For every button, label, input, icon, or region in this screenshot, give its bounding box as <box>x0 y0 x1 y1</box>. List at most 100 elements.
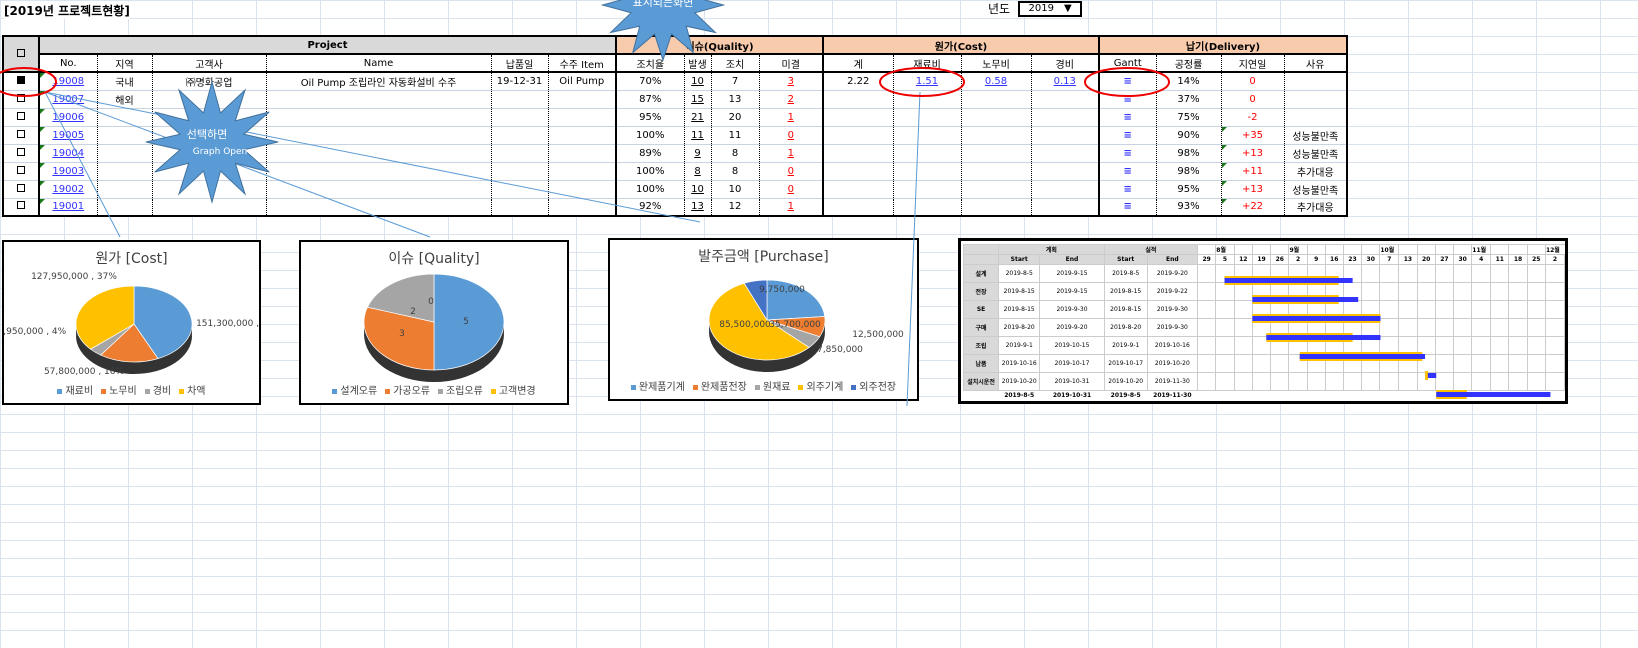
legend-label: 조립오류 <box>446 386 483 397</box>
gantt-icon[interactable]: ≡ <box>1123 93 1132 105</box>
legend-label: 완제품전장 <box>700 382 747 393</box>
pending-cell[interactable]: 0 <box>759 126 824 145</box>
column-header: 발생 <box>684 54 712 73</box>
no-value[interactable]: 19007 <box>52 93 85 105</box>
gantt-icon[interactable]: ≡ <box>1123 201 1132 213</box>
expense-cell[interactable]: 0.13 <box>1031 72 1100 91</box>
chart-title: 이슈 [Quality] <box>388 251 480 267</box>
reason-cell <box>1284 108 1348 127</box>
occur-cell[interactable]: 21 <box>684 108 712 127</box>
pending-value[interactable]: 0 <box>787 129 794 141</box>
no-cell[interactable]: 19005 <box>39 126 98 145</box>
gantt-icon[interactable]: ≡ <box>1123 165 1132 177</box>
pending-value[interactable]: 1 <box>787 201 794 213</box>
gantt-cell[interactable]: ≡ <box>1099 126 1157 145</box>
row-checkbox[interactable] <box>3 126 40 145</box>
occur-value[interactable]: 10 <box>691 183 704 195</box>
row-checkbox[interactable] <box>3 162 40 181</box>
pending-value[interactable]: 2 <box>787 93 794 105</box>
gantt-icon[interactable]: ≡ <box>1123 75 1132 87</box>
occur-cell[interactable]: 10 <box>684 180 712 199</box>
delay-value: 0 <box>1249 93 1256 105</box>
pending-value[interactable]: 1 <box>787 147 794 159</box>
gantt-cell[interactable]: ≡ <box>1099 90 1157 109</box>
pending-cell[interactable]: 1 <box>759 144 824 163</box>
pending-cell[interactable]: 2 <box>759 90 824 109</box>
occur-cell[interactable]: 9 <box>684 144 712 163</box>
gantt-cell[interactable]: ≡ <box>1099 144 1157 163</box>
occur-value[interactable]: 9 <box>694 147 701 159</box>
pending-value[interactable]: 0 <box>787 183 794 195</box>
gantt-cell[interactable]: ≡ <box>1099 108 1157 127</box>
gantt-icon[interactable]: ≡ <box>1123 183 1132 195</box>
row-checkbox[interactable] <box>3 144 40 163</box>
pending-value[interactable]: 3 <box>787 75 794 87</box>
gantt-cell[interactable]: ≡ <box>1099 198 1157 217</box>
row-checkbox[interactable] <box>3 180 40 199</box>
pending-cell[interactable]: 1 <box>759 108 824 127</box>
occur-cell[interactable]: 15 <box>684 90 712 109</box>
gantt-cell[interactable]: ≡ <box>1099 180 1157 199</box>
labor-cell[interactable]: 0.58 <box>961 72 1032 91</box>
date-cell <box>491 90 549 109</box>
table-row: 19001 92% 13 12 1 ≡ 93% +22 추가대응 <box>3 198 1348 217</box>
progress-value: 93% <box>1177 201 1200 213</box>
no-cell[interactable]: 19008 <box>39 72 98 91</box>
gantt-icon[interactable]: ≡ <box>1123 111 1132 123</box>
pending-value[interactable]: 1 <box>787 111 794 123</box>
occur-value[interactable]: 11 <box>691 129 704 141</box>
no-cell[interactable]: 19007 <box>39 90 98 109</box>
no-value[interactable]: 19005 <box>52 129 85 141</box>
gantt-icon[interactable]: ≡ <box>1123 147 1132 159</box>
no-value[interactable]: 19004 <box>52 147 85 159</box>
item-cell <box>548 90 617 109</box>
reason-cell <box>1284 72 1348 91</box>
no-value[interactable]: 19006 <box>52 111 85 123</box>
occur-value[interactable]: 15 <box>691 93 704 105</box>
row-checkbox[interactable] <box>3 72 40 91</box>
expense-cell <box>1031 144 1100 163</box>
gantt-cell[interactable]: ≡ <box>1099 72 1157 91</box>
pending-cell[interactable]: 1 <box>759 198 824 217</box>
select-all-checkbox[interactable] <box>3 36 40 73</box>
occur-value[interactable]: 10 <box>691 75 704 87</box>
no-cell[interactable]: 19002 <box>39 180 98 199</box>
labor-value[interactable]: 0.58 <box>984 75 1008 87</box>
reason-value: 성능불만족 <box>1292 131 1339 143</box>
progress-cell: 75% <box>1156 108 1222 127</box>
no-value[interactable]: 19003 <box>52 165 85 177</box>
pending-cell[interactable]: 0 <box>759 180 824 199</box>
gantt-icon[interactable]: ≡ <box>1123 129 1132 141</box>
year-dropdown[interactable]: 2019 ▼ <box>1018 0 1083 17</box>
row-checkbox[interactable] <box>3 198 40 217</box>
row-checkbox[interactable] <box>3 108 40 127</box>
no-cell[interactable]: 19006 <box>39 108 98 127</box>
gantt-cell[interactable]: ≡ <box>1099 162 1157 181</box>
data-label: 5 <box>463 317 469 327</box>
pending-cell[interactable]: 0 <box>759 162 824 181</box>
pending-cell[interactable]: 3 <box>759 72 824 91</box>
no-value[interactable]: 19002 <box>52 183 85 195</box>
occur-cell[interactable]: 13 <box>684 198 712 217</box>
occur-value[interactable]: 13 <box>691 201 704 213</box>
chart-legend: 완제품기계 완제품전장 원재료 외주기계 외주전장 <box>610 378 917 393</box>
no-value[interactable]: 19001 <box>52 201 85 213</box>
occur-value[interactable]: 8 <box>694 165 701 177</box>
no-value[interactable]: 19008 <box>52 75 85 87</box>
occur-cell[interactable]: 11 <box>684 126 712 145</box>
material-cell[interactable]: 1.51 <box>893 72 962 91</box>
customer-cell <box>152 90 267 109</box>
occur-cell[interactable]: 10 <box>684 72 712 91</box>
occur-value[interactable]: 21 <box>691 111 704 123</box>
no-cell[interactable]: 19001 <box>39 198 98 217</box>
no-cell[interactable]: 19003 <box>39 162 98 181</box>
expense-value[interactable]: 0.13 <box>1053 75 1076 87</box>
row-checkbox[interactable] <box>3 90 40 109</box>
gantt-row: 납품 2019-10-16 2019-10-17 2019-10-17 2019-10-… <box>962 354 1565 373</box>
progress-cell: 14% <box>1156 72 1222 91</box>
pending-value[interactable]: 0 <box>787 165 794 177</box>
data-label: 7,850,000 <box>817 345 863 355</box>
material-value[interactable]: 1.51 <box>915 75 939 87</box>
occur-cell[interactable]: 8 <box>684 162 712 181</box>
no-cell[interactable]: 19004 <box>39 144 98 163</box>
